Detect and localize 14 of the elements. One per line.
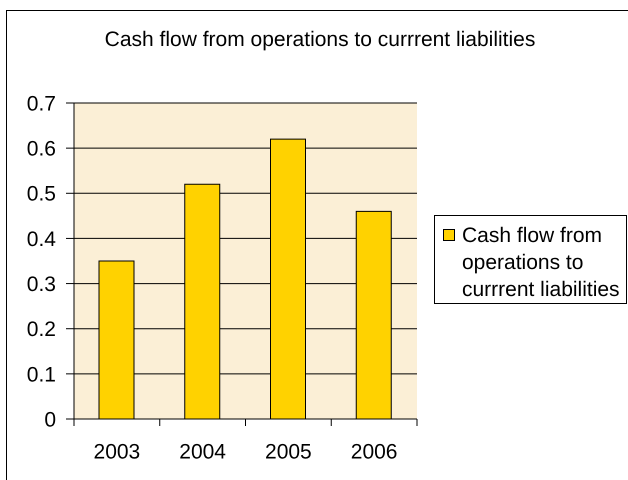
legend-label: Cash flow from operations to currrent liabilities: [462, 223, 621, 303]
chart-title: Cash flow from operations to currrent liabilities: [104, 28, 536, 52]
y-tick-label: 0.7: [26, 92, 56, 116]
y-tick-label: 0.1: [26, 363, 56, 386]
x-tick-label: 2006: [350, 440, 398, 464]
y-tick-label: 0.5: [26, 182, 56, 206]
y-tick-label: 0.6: [26, 138, 56, 161]
x-tick-label: 2005: [265, 440, 312, 464]
y-tick-label: 0.2: [26, 318, 56, 342]
y-tick-label: 0.3: [26, 273, 56, 296]
x-tick-label: 2003: [94, 440, 140, 464]
y-tick-label: 0: [44, 408, 56, 432]
y-tick-label: 0.4: [26, 228, 56, 251]
x-tick-label: 2004: [179, 440, 226, 464]
